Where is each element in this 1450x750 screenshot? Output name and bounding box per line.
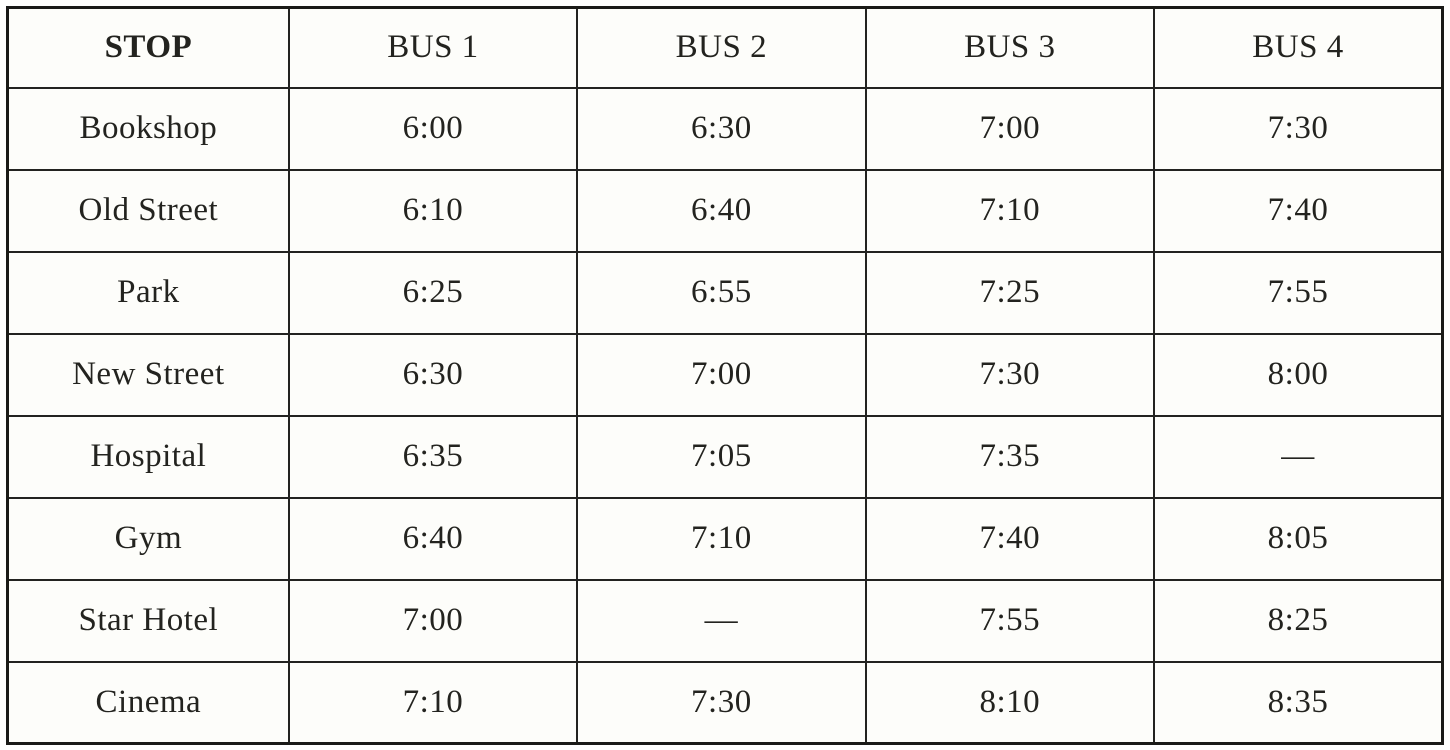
stop-name: Park [6,250,290,335]
no-service-cell: — [576,578,867,663]
time-cell: 7:40 [1153,168,1444,253]
table-row-park: Park 6:25 6:55 7:25 7:55 [6,250,1444,335]
time-cell: 8:00 [1153,332,1444,417]
table-row-bookshop: Bookshop 6:00 6:30 7:00 7:30 [6,86,1444,171]
table-row-new-street: New Street 6:30 7:00 7:30 8:00 [6,332,1444,417]
time-cell: 7:10 [287,660,579,745]
bus-timetable: STOP BUS 1 BUS 2 BUS 3 BUS 4 Bookshop 6:… [6,6,1444,745]
time-cell: 7:00 [576,332,867,417]
time-cell: 7:30 [576,660,867,745]
table-row-gym: Gym 6:40 7:10 7:40 8:05 [6,496,1444,581]
time-cell: 7:55 [864,578,1156,663]
time-cell: 8:10 [864,660,1156,745]
bus-1-column-header: BUS 1 [287,6,579,89]
time-cell: 7:35 [864,414,1156,499]
time-cell: 6:25 [287,250,579,335]
no-service-cell: — [1153,414,1444,499]
stop-name: Gym [6,496,290,581]
time-cell: 7:00 [864,86,1156,171]
bus-4-column-header: BUS 4 [1153,6,1444,89]
time-cell: 7:00 [287,578,579,663]
bus-2-column-header: BUS 2 [576,6,867,89]
time-cell: 6:10 [287,168,579,253]
time-cell: 7:40 [864,496,1156,581]
stop-name: New Street [6,332,290,417]
table-row-hospital: Hospital 6:35 7:05 7:35 — [6,414,1444,499]
stop-name: Old Street [6,168,290,253]
stop-name: Bookshop [6,86,290,171]
time-cell: 7:55 [1153,250,1444,335]
time-cell: 6:55 [576,250,867,335]
stop-name: Star Hotel [6,578,290,663]
stop-name: Cinema [6,660,290,745]
time-cell: 8:35 [1153,660,1444,745]
time-cell: 6:30 [287,332,579,417]
time-cell: 6:40 [576,168,867,253]
time-cell: 6:00 [287,86,579,171]
time-cell: 7:10 [576,496,867,581]
stop-column-header: STOP [6,6,290,89]
time-cell: 7:05 [576,414,867,499]
time-cell: 7:30 [1153,86,1444,171]
table-row-old-street: Old Street 6:10 6:40 7:10 7:40 [6,168,1444,253]
time-cell: 7:25 [864,250,1156,335]
time-cell: 8:05 [1153,496,1444,581]
table-row-star-hotel: Star Hotel 7:00 — 7:55 8:25 [6,578,1444,663]
time-cell: 6:40 [287,496,579,581]
time-cell: 6:35 [287,414,579,499]
time-cell: 8:25 [1153,578,1444,663]
bus-3-column-header: BUS 3 [864,6,1156,89]
table-row-cinema: Cinema 7:10 7:30 8:10 8:35 [6,660,1444,745]
header-row: STOP BUS 1 BUS 2 BUS 3 BUS 4 [6,6,1444,89]
time-cell: 7:30 [864,332,1156,417]
time-cell: 6:30 [576,86,867,171]
time-cell: 7:10 [864,168,1156,253]
stop-name: Hospital [6,414,290,499]
